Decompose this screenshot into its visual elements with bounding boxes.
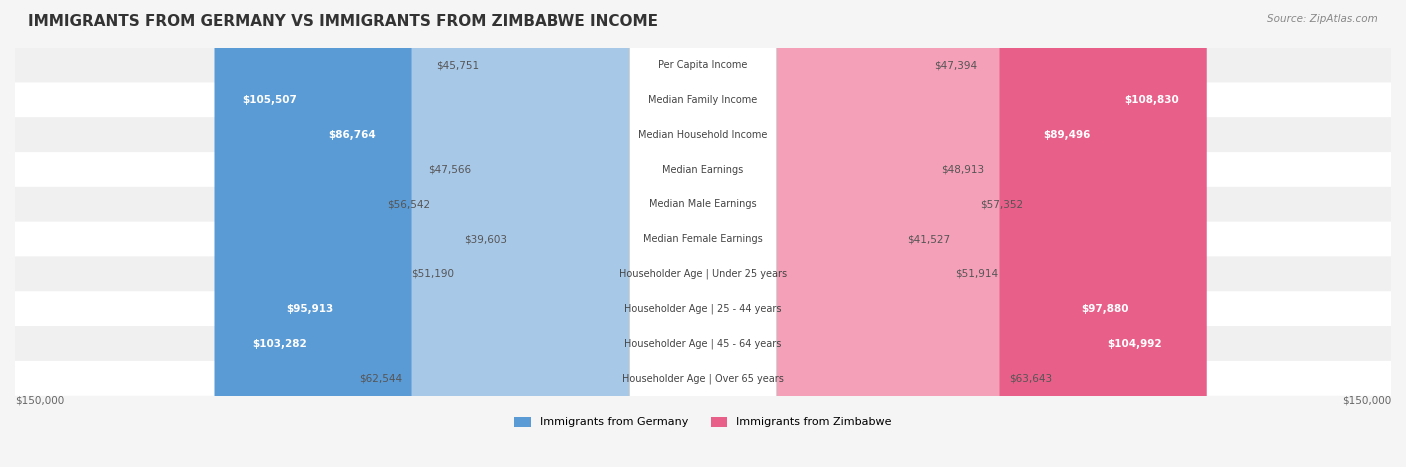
FancyBboxPatch shape bbox=[630, 0, 776, 467]
Text: $97,880: $97,880 bbox=[1081, 304, 1129, 314]
FancyBboxPatch shape bbox=[517, 0, 707, 467]
FancyBboxPatch shape bbox=[15, 187, 1391, 222]
Text: Householder Age | 25 - 44 years: Householder Age | 25 - 44 years bbox=[624, 304, 782, 314]
FancyBboxPatch shape bbox=[699, 0, 946, 467]
FancyBboxPatch shape bbox=[412, 0, 707, 467]
FancyBboxPatch shape bbox=[630, 0, 776, 467]
FancyBboxPatch shape bbox=[699, 0, 1157, 467]
Text: $51,914: $51,914 bbox=[955, 269, 998, 279]
FancyBboxPatch shape bbox=[630, 0, 776, 467]
FancyBboxPatch shape bbox=[15, 117, 1391, 152]
Text: $48,913: $48,913 bbox=[941, 164, 984, 175]
Text: $150,000: $150,000 bbox=[1341, 396, 1391, 406]
Text: Median Family Income: Median Family Income bbox=[648, 95, 758, 105]
Text: $56,542: $56,542 bbox=[387, 199, 430, 209]
FancyBboxPatch shape bbox=[630, 0, 776, 467]
FancyBboxPatch shape bbox=[630, 0, 776, 467]
FancyBboxPatch shape bbox=[439, 0, 707, 467]
FancyBboxPatch shape bbox=[630, 0, 776, 467]
FancyBboxPatch shape bbox=[699, 0, 1000, 467]
FancyBboxPatch shape bbox=[15, 361, 1391, 396]
FancyBboxPatch shape bbox=[301, 0, 707, 467]
FancyBboxPatch shape bbox=[15, 222, 1391, 256]
Text: $41,527: $41,527 bbox=[907, 234, 950, 244]
FancyBboxPatch shape bbox=[699, 0, 1206, 467]
Text: $89,496: $89,496 bbox=[1043, 130, 1091, 140]
FancyBboxPatch shape bbox=[215, 0, 707, 467]
Text: Householder Age | Over 65 years: Householder Age | Over 65 years bbox=[621, 373, 785, 383]
Text: Householder Age | Under 25 years: Householder Age | Under 25 years bbox=[619, 269, 787, 279]
Text: Median Household Income: Median Household Income bbox=[638, 130, 768, 140]
FancyBboxPatch shape bbox=[699, 0, 1118, 467]
FancyBboxPatch shape bbox=[15, 152, 1391, 187]
Text: IMMIGRANTS FROM GERMANY VS IMMIGRANTS FROM ZIMBABWE INCOME: IMMIGRANTS FROM GERMANY VS IMMIGRANTS FR… bbox=[28, 14, 658, 29]
FancyBboxPatch shape bbox=[481, 0, 707, 467]
FancyBboxPatch shape bbox=[699, 0, 970, 467]
Text: Source: ZipAtlas.com: Source: ZipAtlas.com bbox=[1267, 14, 1378, 24]
Text: Median Earnings: Median Earnings bbox=[662, 164, 744, 175]
Text: $47,566: $47,566 bbox=[427, 164, 471, 175]
FancyBboxPatch shape bbox=[15, 291, 1391, 326]
Text: $108,830: $108,830 bbox=[1125, 95, 1180, 105]
FancyBboxPatch shape bbox=[699, 0, 898, 467]
FancyBboxPatch shape bbox=[488, 0, 707, 467]
FancyBboxPatch shape bbox=[15, 326, 1391, 361]
Text: Median Female Earnings: Median Female Earnings bbox=[643, 234, 763, 244]
Legend: Immigrants from Germany, Immigrants from Zimbabwe: Immigrants from Germany, Immigrants from… bbox=[510, 412, 896, 432]
Text: $39,603: $39,603 bbox=[464, 234, 508, 244]
Text: $47,394: $47,394 bbox=[934, 60, 977, 70]
FancyBboxPatch shape bbox=[630, 0, 776, 467]
Text: $63,643: $63,643 bbox=[1008, 373, 1052, 383]
Text: $150,000: $150,000 bbox=[15, 396, 65, 406]
FancyBboxPatch shape bbox=[630, 0, 776, 467]
Text: $57,352: $57,352 bbox=[980, 199, 1024, 209]
FancyBboxPatch shape bbox=[464, 0, 707, 467]
FancyBboxPatch shape bbox=[15, 256, 1391, 291]
Text: Householder Age | 45 - 64 years: Householder Age | 45 - 64 years bbox=[624, 338, 782, 349]
FancyBboxPatch shape bbox=[225, 0, 707, 467]
Text: $95,913: $95,913 bbox=[285, 304, 333, 314]
FancyBboxPatch shape bbox=[699, 0, 925, 467]
FancyBboxPatch shape bbox=[699, 0, 1189, 467]
FancyBboxPatch shape bbox=[15, 83, 1391, 117]
FancyBboxPatch shape bbox=[630, 0, 776, 467]
Text: $45,751: $45,751 bbox=[436, 60, 479, 70]
Text: $104,992: $104,992 bbox=[1107, 339, 1161, 348]
Text: Per Capita Income: Per Capita Income bbox=[658, 60, 748, 70]
Text: $62,544: $62,544 bbox=[360, 373, 402, 383]
FancyBboxPatch shape bbox=[15, 48, 1391, 83]
Text: Median Male Earnings: Median Male Earnings bbox=[650, 199, 756, 209]
Text: $105,507: $105,507 bbox=[242, 95, 297, 105]
Text: $103,282: $103,282 bbox=[252, 339, 307, 348]
FancyBboxPatch shape bbox=[699, 0, 932, 467]
Text: $51,190: $51,190 bbox=[412, 269, 454, 279]
FancyBboxPatch shape bbox=[630, 0, 776, 467]
FancyBboxPatch shape bbox=[259, 0, 707, 467]
Text: $86,764: $86,764 bbox=[328, 130, 375, 140]
